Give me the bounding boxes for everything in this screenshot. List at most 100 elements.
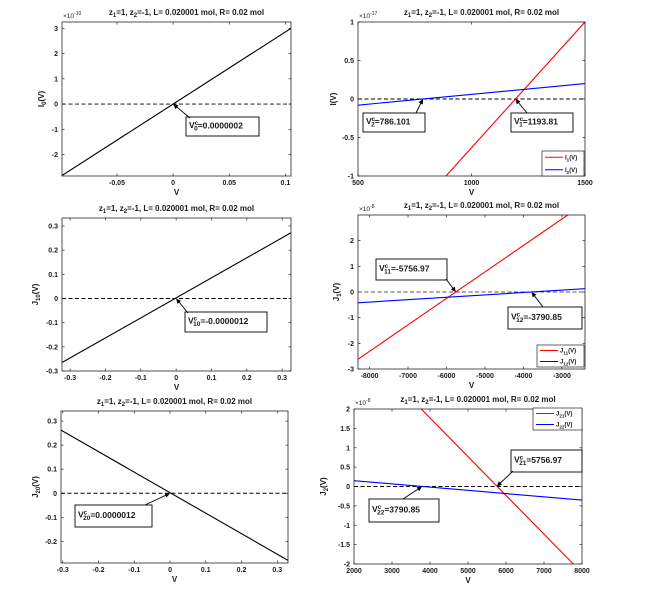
series-line-J20(V) [61,429,288,561]
axes-frame [61,217,292,372]
x-tick-label: 0 [171,180,175,187]
subscript: 1 [567,157,570,162]
text-segment: =-1, L= 0.020001 mol, R= 0.02 mol [127,204,254,213]
x-tick-label: -0.1 [128,567,140,574]
y-tick-label: 0.1 [47,467,57,474]
text-segment: =-1, L= 0.020001 mol, R= 0.02 mol [429,395,556,404]
text-segment: I [565,168,567,174]
text-segment: z [404,8,408,17]
legend-entry: J12(V) [560,360,576,367]
y-tick-label: 0 [346,484,350,491]
legend-entry: I2(V) [565,168,577,175]
y-tick-label: -0.2 [45,539,57,546]
y-tick-label: -0.5 [342,135,354,142]
subscript: 22 [559,425,565,430]
x-tick-label: 7000 [536,568,552,575]
y-tick-label: -1 [348,315,354,322]
superscript: c [194,316,198,323]
subscript: 2 [371,122,375,129]
arrow-head-icon [418,99,423,105]
series-line-J10(V) [62,232,291,364]
annotation-text: Vc 0=0.0000002 [189,120,243,133]
y-tick-label: -1 [52,127,58,134]
y-tick-label: 0.2 [47,443,57,450]
text-segment: (V) [332,282,341,293]
text-segment: (V) [564,423,572,429]
x-tick-label: 0.2 [242,375,252,382]
y-tick-label: -1 [344,523,350,530]
x-axis-label: V [172,575,178,584]
text-segment: (V) [564,412,572,418]
text-segment: V [188,316,194,326]
text-segment: =-1, L= 0.020001 mol, R= 0.02 mol [125,397,252,406]
superscript: c [517,312,521,319]
text-segment: =1, z [116,8,134,17]
arrow-head-icon [416,486,423,492]
subscript: 0 [42,101,48,105]
subscript: 11 [384,269,391,276]
arrow-head-icon [515,99,521,105]
text-segment: J [319,491,328,495]
series-line-J12(V) [358,288,585,304]
text-segment: =5756.97 [526,455,562,465]
annotation-text: Vc 21=5756.97 [514,455,562,468]
x-axis-label: V [469,188,475,197]
subscript: 2 [134,13,138,19]
legend[interactable]: J11(V)J12(V) [536,344,585,368]
series-line-J11(V) [358,215,569,360]
annotation-text: Vc 22=3790.85 [372,504,420,517]
series-line-J22(V) [354,480,582,501]
text-segment: =1, z [411,8,429,17]
text-segment: =1, z [106,204,124,213]
plot-content [358,22,585,176]
subscript: 11 [563,351,568,356]
legend-entry: J22(V) [556,423,572,430]
text-segment: J [560,349,563,355]
chart-panel-6: 2000 3000 4000 5000 6000 7000 8000 -2 -1.5 -1 -0.5… [319,395,590,585]
series-line-I0(V) [62,27,291,176]
plot-area [61,411,288,563]
x-tick-label: 1500 [577,180,593,187]
text-segment: =-1, L= 0.020001 mol, R= 0.02 mol [137,8,264,17]
annotation-box [510,449,583,473]
annotation-text: Vc 12=-3790.85 [511,312,562,325]
chart-title: z1=1, z2=-1, L= 0.020001 mol, R= 0.02 mo… [400,395,555,406]
legend-entry: J21(V) [556,412,572,419]
text-segment: J [556,412,559,418]
x-tick-label: 1000 [464,180,480,187]
x-tick-label: 3000 [384,568,400,575]
y-tick-label: 0 [350,97,354,104]
y-axis-label: J20(V) [31,476,42,498]
text-segment: V [379,263,385,273]
arrow-head-icon [173,104,179,110]
y-tick-label: 0.5 [344,58,354,65]
legend[interactable]: I1(V)I2(V) [541,150,585,177]
x-tick-label: -5000 [476,373,494,380]
subscript: 1 [408,206,412,212]
x-tick-label: -0.1 [135,375,147,382]
chart-panel-4: -8000 -7000 -6000 -5000 -4000 -3000-3-2-1012z… [332,201,586,390]
text-segment: V [78,510,84,520]
subscript: 1 [408,13,412,19]
arrow-head-icon [496,481,503,487]
text-segment: V [366,116,372,126]
plot-content [354,409,582,564]
y-tick-label: 0 [350,290,354,297]
y-tick-label: 3 [54,26,58,33]
subscript: 2 [124,209,128,215]
subscript: 2 [122,402,126,408]
y-tick-label: -2 [344,562,350,569]
arrow-head-icon [531,292,537,298]
axis-exponent: ×10-17 [359,11,377,20]
annotation-text: Vc 1=1193.81 [514,116,558,129]
legend[interactable]: J21(V)J22(V) [532,407,583,431]
subscript: 1 [113,13,117,19]
series-line-I1(V) [445,22,585,176]
exponent-power: -8 [366,398,371,404]
x-tick-label: 0.2 [237,567,247,574]
y-tick-label: 0.5 [340,465,350,472]
text-segment: =786.101 [375,116,411,126]
y-tick-label: 0 [54,296,58,303]
